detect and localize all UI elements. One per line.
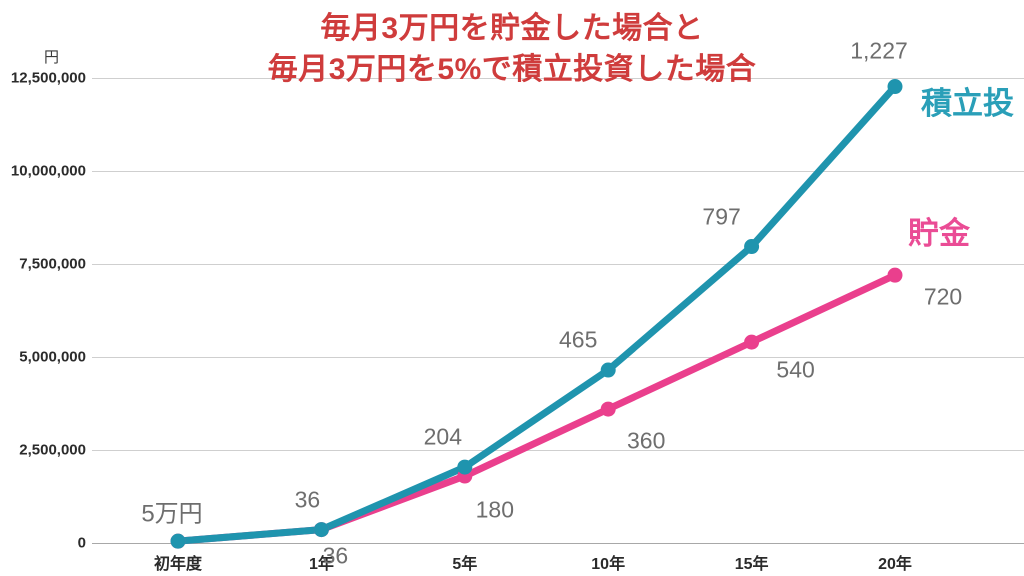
series-label-savings: 貯金	[908, 216, 970, 251]
data-point-value-label: 797	[702, 203, 741, 230]
data-point-marker	[744, 239, 760, 255]
data-point-marker	[744, 334, 760, 350]
x-axis-tick-label: 20年	[878, 556, 912, 573]
data-point-marker	[887, 79, 903, 95]
y-axis-tick-label: 0	[77, 534, 86, 552]
data-point-value-label: 720	[923, 283, 963, 310]
data-point-marker	[600, 401, 616, 417]
gridline	[92, 357, 1024, 358]
data-point-value-label: 540	[776, 356, 815, 383]
data-point-value-label: 180	[475, 496, 514, 523]
series-line	[174, 83, 899, 545]
data-point-value-label: 465	[559, 326, 598, 353]
y-axis-tick-label: 5,000,000	[19, 348, 86, 366]
data-point-value-label: 36	[322, 542, 349, 569]
gridline	[92, 264, 1024, 265]
gridline	[92, 78, 1024, 79]
y-axis-labels: 0 2,500,000 5,000,000 7,500,000 10,000,000 12…	[0, 0, 86, 576]
data-point-value-label: 36	[294, 486, 321, 513]
y-axis-tick-label: 10,000,000	[10, 162, 86, 180]
data-point-value-label: 1,227	[850, 37, 908, 64]
data-point-value-label: 204	[423, 423, 462, 450]
gridline	[92, 543, 1024, 544]
data-point-marker	[600, 362, 616, 378]
x-axis-tick-label: 10年	[591, 556, 626, 573]
y-axis-tick-label: 7,500,000	[19, 255, 86, 273]
gridline	[92, 450, 1024, 451]
y-axis-unit-label: 円	[44, 49, 60, 66]
data-point-marker	[170, 533, 186, 549]
y-axis-tick-label: 2,500,000	[19, 441, 86, 459]
series-label-investment: 積立投	[921, 86, 1014, 121]
data-point-marker	[887, 267, 903, 283]
x-axis-tick-label: 15年	[734, 556, 769, 573]
x-axis-tick-label: 5年	[452, 556, 478, 573]
data-point-marker	[313, 522, 329, 538]
y-axis-tick-label: 12,500,000	[10, 69, 86, 87]
data-point-value-label: 360	[627, 427, 666, 454]
x-axis-tick-label: 初年度	[153, 556, 203, 573]
gridline	[92, 171, 1024, 172]
data-point-value-label: 5万円	[141, 500, 203, 528]
chart-gridlines	[92, 0, 1024, 576]
x-axis-tick-label: 1年	[308, 556, 334, 573]
data-point-marker	[457, 459, 473, 475]
